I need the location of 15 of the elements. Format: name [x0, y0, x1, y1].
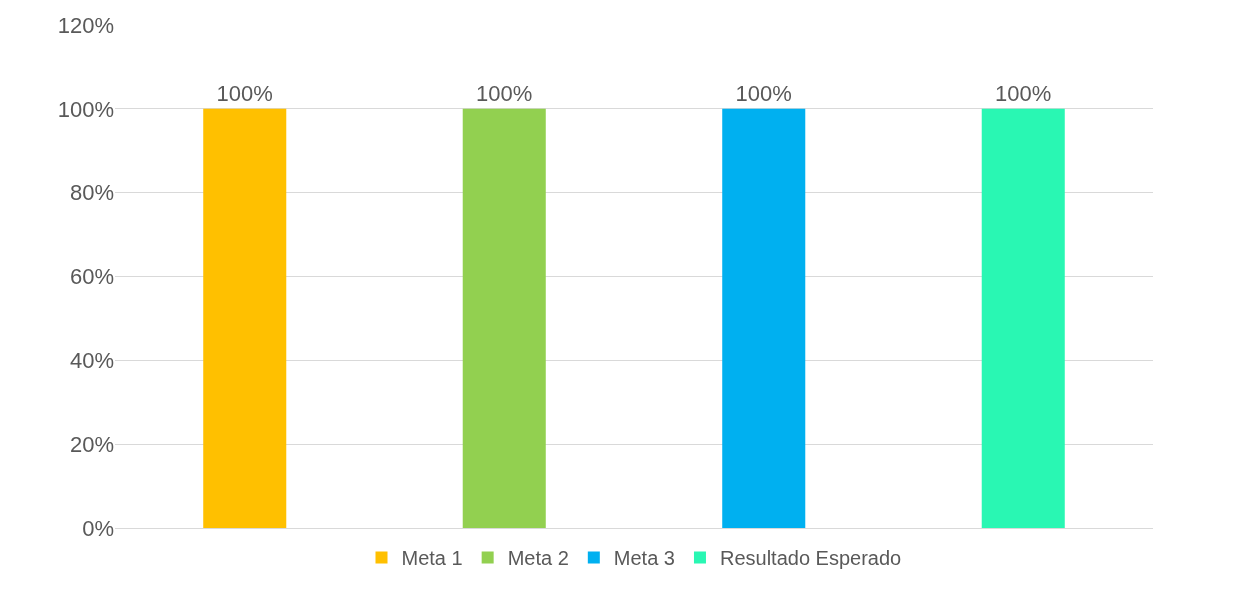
data-label: 100% [995, 80, 1052, 106]
legend-label: Meta 2 [507, 547, 569, 570]
legend-label: Meta 3 [613, 547, 675, 570]
y-tick-label: 80% [69, 180, 114, 206]
data-label: 100% [735, 80, 792, 106]
y-tick-label: 120% [57, 12, 114, 38]
y-tick-label: 0% [82, 515, 114, 541]
data-label: 100% [476, 80, 533, 106]
y-tick-label: 100% [57, 96, 114, 122]
y-tick-label: 40% [69, 348, 114, 374]
y-tick-label: 20% [69, 431, 114, 457]
y-tick-label: 60% [69, 264, 114, 290]
legend-label: Resultado Esperado [719, 547, 902, 570]
legend-label: Meta 1 [401, 547, 463, 570]
data-label: 100% [216, 80, 273, 106]
